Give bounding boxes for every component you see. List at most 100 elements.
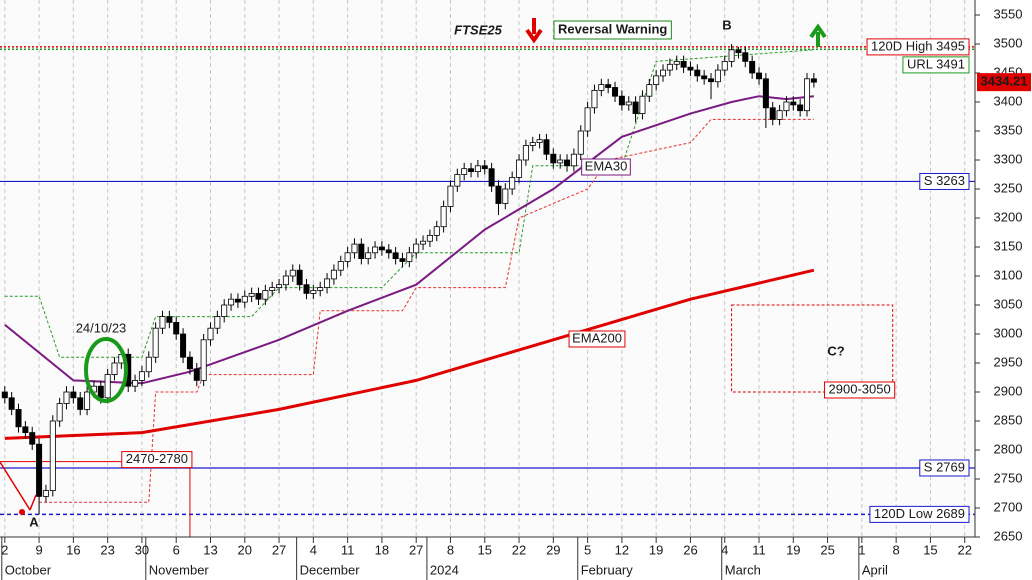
level-label-box <box>866 38 970 56</box>
last-price-box <box>977 73 1031 92</box>
candle-body <box>324 278 331 288</box>
candle-body <box>36 443 43 497</box>
last-price-label: 3434.21 <box>981 74 1028 89</box>
reversal-warning: Reversal Warning <box>558 21 667 36</box>
plot-background <box>0 0 975 537</box>
level-label-box <box>902 56 970 74</box>
candle-body <box>159 316 166 329</box>
y-tick-label: 3050 <box>994 296 1023 311</box>
candle-body <box>289 269 296 277</box>
candle-body <box>56 403 63 422</box>
candle-body <box>303 284 310 294</box>
down-arrow <box>525 18 543 44</box>
x-tick-label: 5 <box>584 542 591 557</box>
candle-body <box>97 385 104 399</box>
point-label: B <box>722 17 731 32</box>
x-tick-label: 18 <box>375 542 389 557</box>
wave-line <box>29 494 37 511</box>
candle-body <box>776 110 783 120</box>
candle-body <box>406 252 413 262</box>
candle-body <box>577 130 584 155</box>
candle-body <box>166 316 173 323</box>
candle-body <box>173 321 180 335</box>
candle-body <box>152 327 159 358</box>
candle-body <box>516 159 523 178</box>
x-tick-label: 11 <box>752 542 766 557</box>
level-label: S 3263 <box>924 173 965 188</box>
candle-body <box>632 101 639 115</box>
point-label: C? <box>827 343 844 358</box>
x-tick-label: 9 <box>35 542 42 557</box>
month-label: December <box>300 562 361 577</box>
level-label-box <box>869 505 970 523</box>
candle-body <box>228 298 235 306</box>
candle-body <box>241 295 248 303</box>
x-tick-label: 27 <box>272 542 286 557</box>
level-label: 120D High 3495 <box>871 38 965 53</box>
level-label-box <box>919 172 970 190</box>
candle-body <box>447 185 454 207</box>
x-tick-label: 20 <box>238 542 252 557</box>
candle-body <box>564 159 571 167</box>
x-tick-label: 22 <box>512 542 526 557</box>
candle-body <box>502 188 509 204</box>
y-tick-label: 3500 <box>994 35 1023 50</box>
candle-body <box>625 101 632 106</box>
candle-body <box>666 63 673 71</box>
x-tick-label: 2 <box>1 542 8 557</box>
candle-body <box>790 101 797 106</box>
level-label-box <box>919 459 970 477</box>
candle-body <box>810 78 817 83</box>
point-label: A <box>29 514 39 529</box>
wave-line <box>0 461 31 511</box>
candle-body <box>639 95 646 114</box>
y-tick-label: 3150 <box>994 238 1023 253</box>
x-tick-label: 8 <box>893 542 900 557</box>
candle-body <box>111 362 118 376</box>
x-tick-label: 6 <box>173 542 180 557</box>
candle-body <box>200 339 207 381</box>
x-tick-label: 19 <box>649 542 663 557</box>
y-tick-label: 3100 <box>994 267 1023 282</box>
candle-body <box>591 90 598 109</box>
chart-title: FTSE25 <box>454 22 502 37</box>
candle-body <box>804 78 811 112</box>
candle-body <box>392 252 399 260</box>
x-tick-label: 25 <box>820 542 834 557</box>
reversal-warning-box <box>553 20 672 40</box>
date-note: 24/10/23 <box>76 320 127 335</box>
candle-body <box>420 240 427 245</box>
candle-body <box>584 107 591 132</box>
candle-body <box>653 75 660 86</box>
candle-body <box>783 101 790 112</box>
candle-body <box>708 78 715 83</box>
month-label: November <box>149 562 210 577</box>
candle-body <box>550 153 557 164</box>
line-label: EMA200 <box>572 330 622 345</box>
candle-body <box>15 408 22 428</box>
candle-body <box>207 327 214 341</box>
candle-body <box>762 78 769 109</box>
candle-body <box>413 243 420 254</box>
ema-line <box>4 268 815 440</box>
candle-body <box>145 356 152 373</box>
candle-body <box>262 290 269 300</box>
candle-body <box>673 61 680 65</box>
candle-body <box>756 72 763 80</box>
candle-body <box>509 176 516 190</box>
x-tick-label: 19 <box>786 542 800 557</box>
x-tick-label: 12 <box>615 542 629 557</box>
candle-body <box>42 490 49 497</box>
month-label: February <box>581 562 634 577</box>
candle-body <box>255 292 262 300</box>
month-label: March <box>725 562 761 577</box>
candle-body <box>138 371 145 381</box>
candle-body <box>399 258 406 262</box>
lines <box>4 49 815 503</box>
candle-body <box>365 252 372 260</box>
candle-body <box>721 61 728 71</box>
candle-body <box>1 391 8 399</box>
candle-body <box>358 243 365 260</box>
